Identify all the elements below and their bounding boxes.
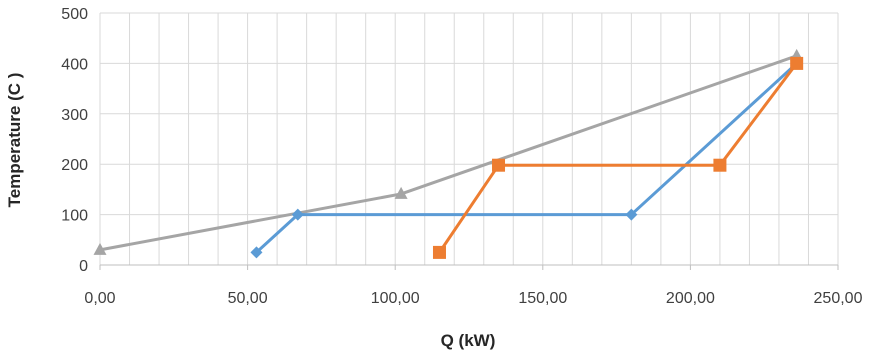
y-tick-label: 200 — [61, 157, 88, 174]
series-triangle — [93, 48, 804, 255]
x-tick-label: 0,00 — [84, 290, 115, 307]
data-point-square — [790, 56, 804, 70]
data-point-diamond — [250, 246, 263, 259]
data-point-square — [432, 245, 446, 259]
data-point-triangle — [93, 242, 107, 255]
data-point-square — [713, 158, 727, 172]
y-tick-label: 300 — [61, 107, 88, 124]
series-square — [432, 56, 804, 259]
x-tick-label: 50,00 — [228, 290, 268, 307]
x-tick-label: 200,00 — [666, 290, 715, 307]
series-layer — [93, 48, 804, 259]
data-point-diamond — [625, 208, 638, 221]
grid — [99, 12, 839, 266]
data-point-square — [492, 158, 506, 172]
y-tick-label: 100 — [61, 208, 88, 225]
x-tick-label: 250,00 — [814, 290, 863, 307]
data-point-triangle — [394, 186, 408, 199]
series-line — [99, 54, 798, 252]
series-line — [438, 62, 798, 254]
y-tick-label: 0 — [79, 258, 88, 275]
x-tick-label: 100,00 — [371, 290, 420, 307]
series-line — [255, 62, 798, 254]
axes — [99, 264, 839, 270]
y-axis-title: Temperature (C ) — [5, 73, 24, 208]
x-tick-label: 150,00 — [518, 290, 567, 307]
y-tick-label: 400 — [61, 56, 88, 73]
data-point-diamond — [291, 208, 304, 221]
y-tick-label: 500 — [61, 6, 88, 23]
x-axis-title: Q (kW) — [441, 331, 496, 350]
tick-labels: 0,00 50,00 100,00 150,00 200,00 250,00 0 100 200… — [61, 6, 862, 307]
